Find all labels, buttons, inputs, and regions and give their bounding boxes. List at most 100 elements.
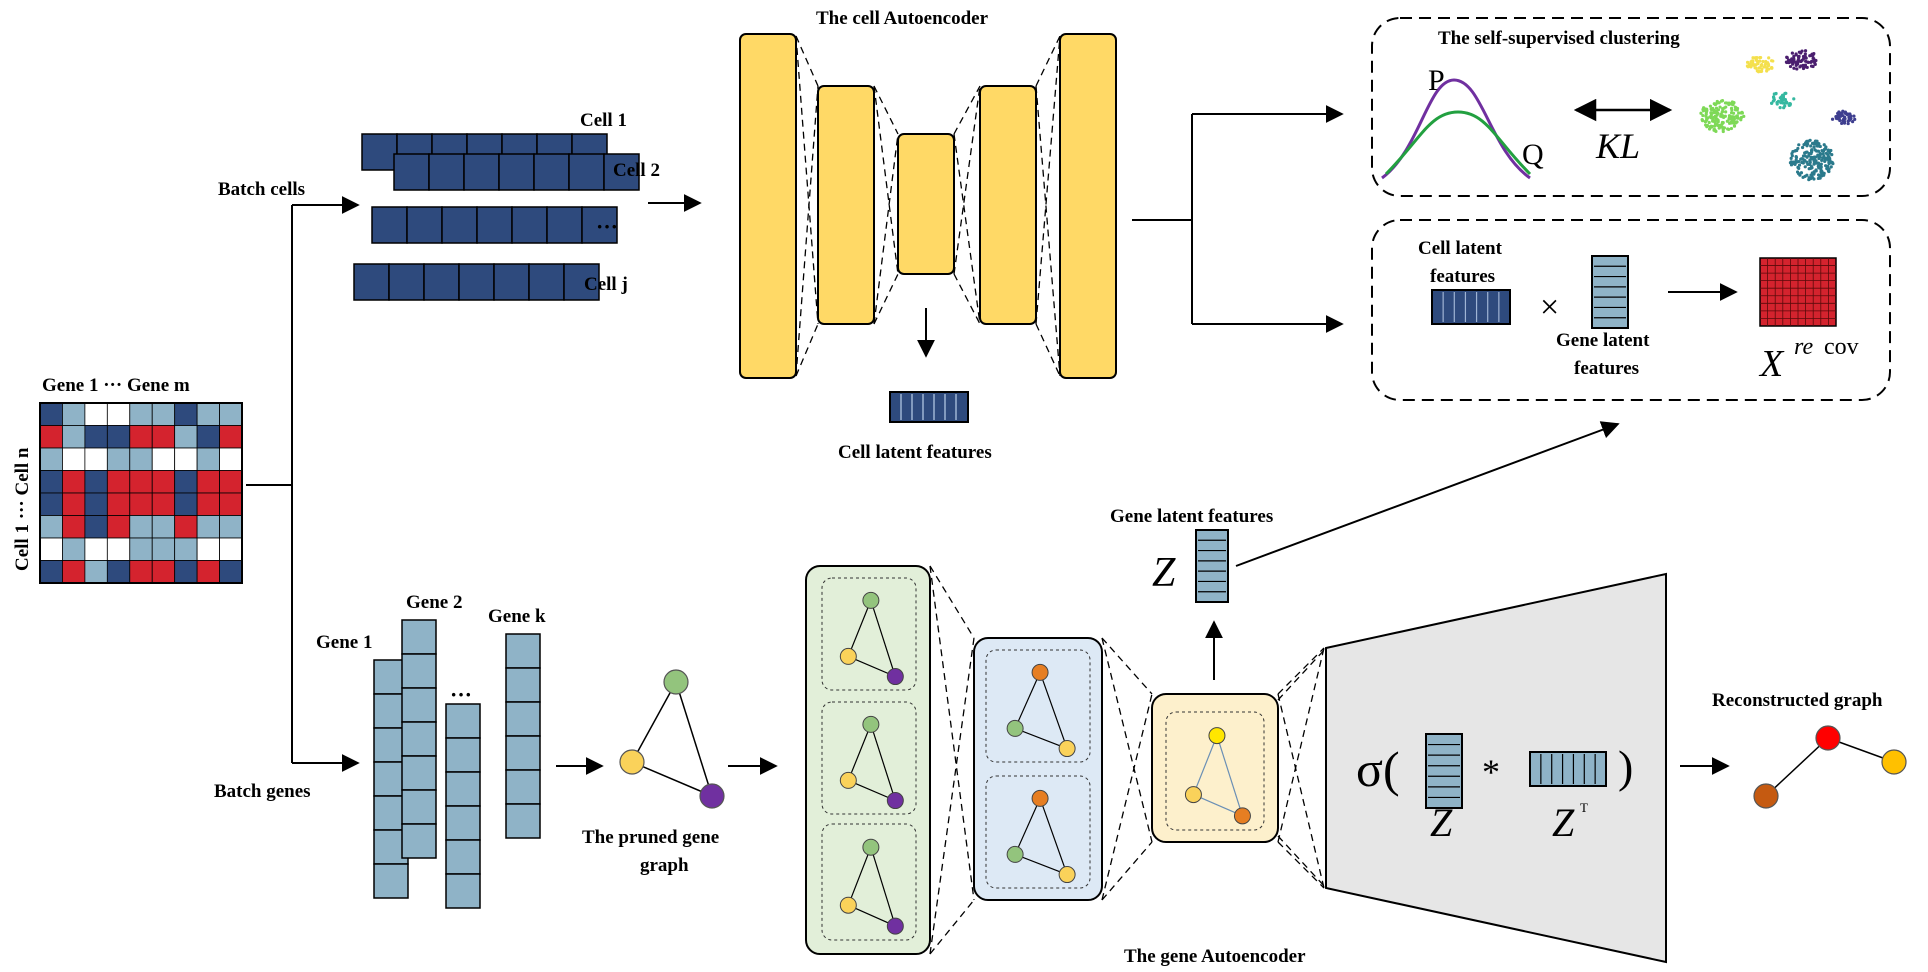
tsne-point <box>1781 93 1785 97</box>
tsne-point <box>1770 66 1774 70</box>
tsne-point <box>1803 159 1807 163</box>
tsne-point <box>1728 121 1733 125</box>
tsne-point <box>1729 126 1734 131</box>
gene-latent-matrix-icon <box>1591 255 1629 329</box>
x-recov-label: X <box>1758 343 1785 385</box>
matrix-cell <box>219 560 243 584</box>
tsne-point <box>1760 67 1764 71</box>
tsne-point <box>1851 120 1855 124</box>
tsne-point <box>1739 118 1743 122</box>
tsne-point <box>1791 160 1796 164</box>
cell-vector-segment <box>423 263 460 301</box>
tsne-point <box>1841 109 1845 113</box>
matrix-cell <box>174 447 198 471</box>
matrix-cell <box>151 425 176 449</box>
matrix-cell <box>106 515 131 539</box>
tsne-point <box>1796 62 1800 66</box>
matrix-cell <box>174 425 198 449</box>
tsne-point <box>1814 159 1818 163</box>
node-yellow <box>619 749 645 775</box>
tsne-point <box>1762 65 1766 69</box>
tsne-point <box>1846 121 1850 126</box>
cell-vector-segment <box>568 153 605 191</box>
gene-ae-subgraphs <box>821 577 1265 941</box>
tsne-point <box>1808 138 1812 142</box>
subgraph-node <box>1233 807 1251 825</box>
cellj-label: Cell j <box>584 274 628 295</box>
matrix-cell <box>106 447 131 471</box>
tsne-point <box>1853 117 1857 121</box>
subgraph-edge <box>847 724 872 781</box>
tsne-point <box>1727 101 1731 105</box>
subgraph-edge <box>870 724 896 801</box>
tsne-point <box>1810 171 1814 175</box>
subgraph-edge <box>848 655 896 678</box>
tsne-point <box>1704 123 1708 127</box>
tsne-point <box>1813 148 1817 152</box>
x-recov-sup-re: re <box>1794 334 1813 360</box>
matrix-cell <box>106 560 131 584</box>
tsne-point <box>1769 101 1774 105</box>
times-symbol: × <box>1540 289 1559 326</box>
reconstructed-matrix <box>1759 257 1837 327</box>
tsne-point <box>1812 162 1816 166</box>
cell2-label: Cell 2 <box>613 160 660 181</box>
decoder-zt-sup: T <box>1580 800 1588 815</box>
matrix-cell <box>151 402 176 426</box>
q-label: Q <box>1522 138 1544 171</box>
matrix-cell <box>84 402 108 426</box>
node-brown <box>1753 783 1779 809</box>
matrix-top-label: Gene 1 ··· Gene m <box>42 375 190 396</box>
subgraph-edge <box>847 846 872 906</box>
subgraph-edge <box>1014 727 1068 750</box>
tsne-point <box>1724 110 1728 114</box>
gene-vector-segment <box>445 873 481 909</box>
tsne-point <box>1830 117 1835 121</box>
subgraph-node <box>886 668 904 686</box>
gene-vector-segment <box>401 687 437 723</box>
tsne-point <box>1827 151 1832 155</box>
tsne-point <box>1708 104 1712 108</box>
tsne-point <box>1820 149 1824 153</box>
gene-ae-layer-1 <box>805 565 931 955</box>
z-label: Z <box>1152 550 1176 596</box>
subgraph-node <box>1058 740 1076 758</box>
tsne-point <box>1699 111 1703 115</box>
tsne-point <box>1756 61 1760 66</box>
tsne-point <box>1792 97 1796 101</box>
tsne-point <box>1845 112 1850 116</box>
tsne-point <box>1797 159 1801 164</box>
tsne-point <box>1742 114 1746 118</box>
tsne-point <box>1771 95 1776 99</box>
tsne-point <box>1713 103 1718 107</box>
tsne-point <box>1804 150 1808 154</box>
tsne-point <box>1803 154 1807 158</box>
cell-latent-frame <box>889 391 969 423</box>
cell-vector-segment <box>603 153 640 191</box>
tsne-point <box>1770 59 1774 63</box>
subgraph-edge <box>1216 735 1244 817</box>
tsne-point <box>1711 106 1715 111</box>
tsne-point <box>1818 151 1822 156</box>
matrix-cell <box>84 515 108 539</box>
matrix-cell <box>219 425 243 449</box>
gene-vector-segment <box>505 803 541 839</box>
tsne-point <box>1790 51 1794 55</box>
tsne-point <box>1797 166 1801 170</box>
tsne-point <box>1757 66 1761 70</box>
tsne-point <box>1732 124 1737 128</box>
tsne-point <box>1755 55 1759 60</box>
node-gold <box>1881 749 1907 775</box>
cell-vector-segment <box>458 263 495 301</box>
gene-vector-segment <box>505 701 541 737</box>
tsne-point <box>1819 165 1823 169</box>
tsne-point <box>1801 175 1805 179</box>
tsne-point <box>1712 128 1716 132</box>
cell-vector-segment <box>498 153 535 191</box>
tsne-point <box>1735 120 1739 124</box>
cell-vector-segment <box>371 206 408 244</box>
tsne-point <box>1826 156 1830 160</box>
tsne-point <box>1754 66 1758 70</box>
tsne-point <box>1720 120 1725 125</box>
